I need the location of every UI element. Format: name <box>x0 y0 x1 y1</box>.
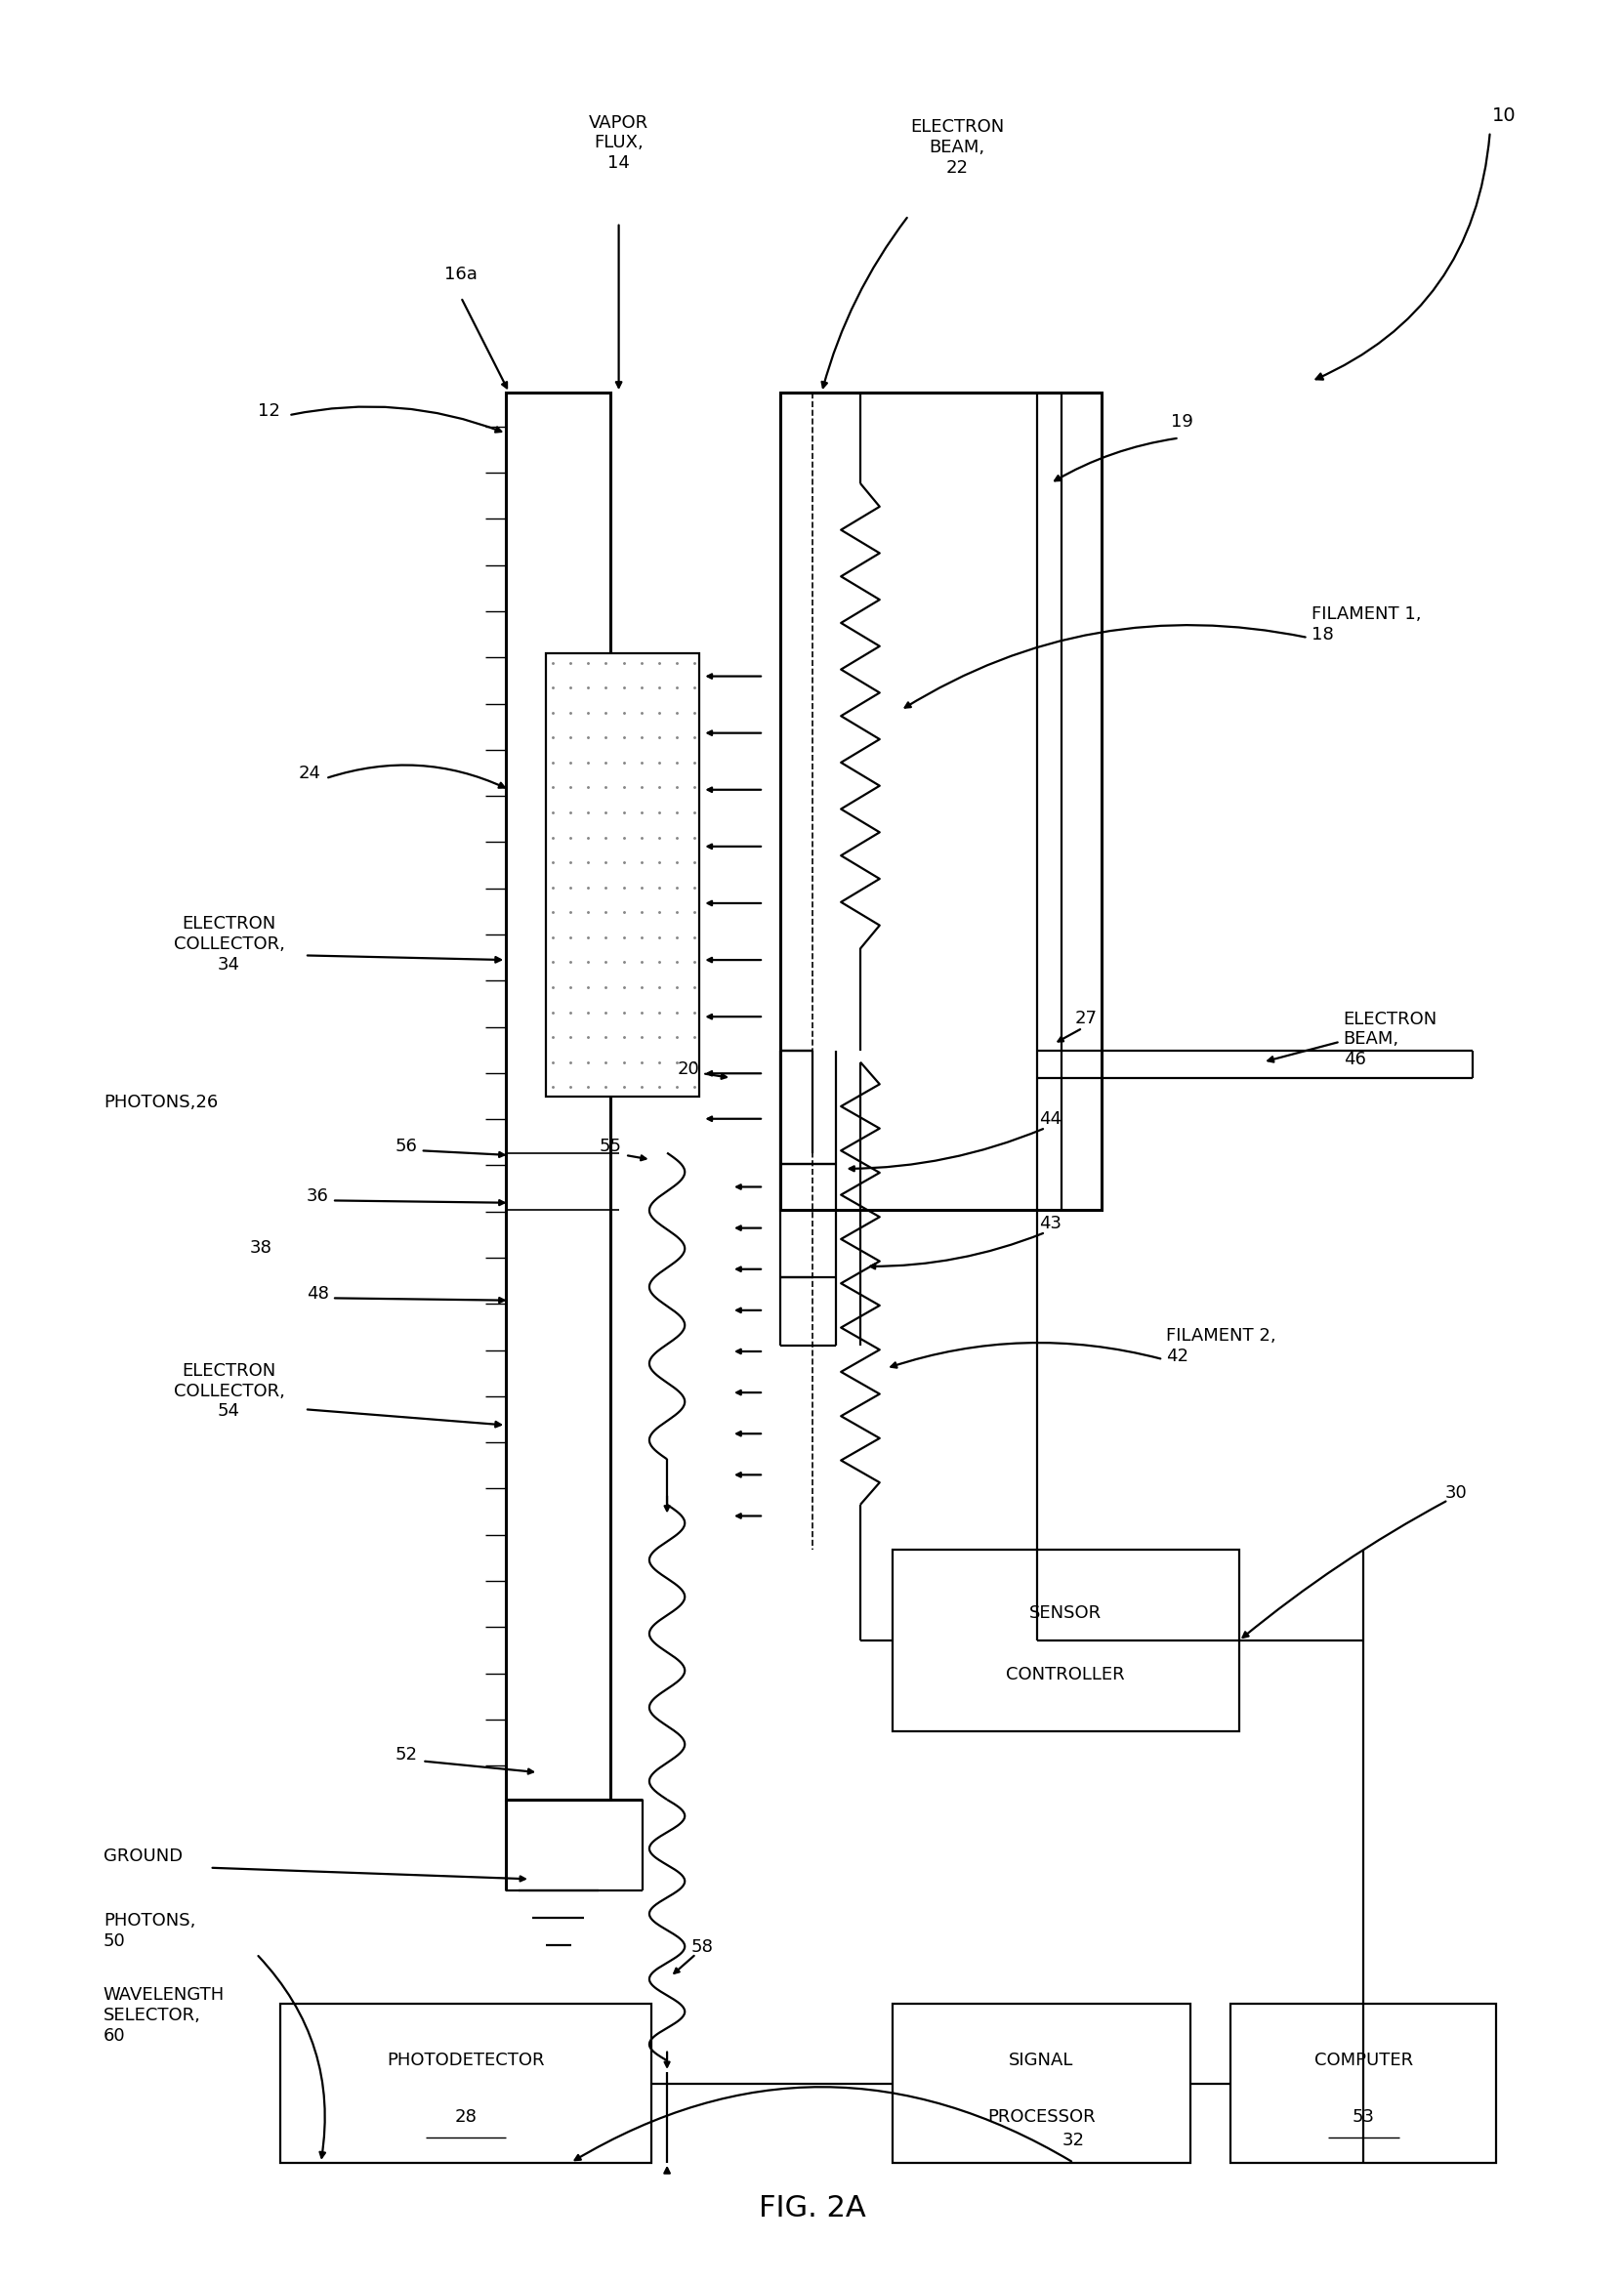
Text: 52: 52 <box>395 1746 417 1762</box>
Text: 20: 20 <box>677 1059 700 1078</box>
Text: WAVELENGTH
SELECTOR,
60: WAVELENGTH SELECTOR, 60 <box>104 1986 224 2043</box>
Text: 44: 44 <box>1039 1110 1062 1128</box>
Text: 30: 30 <box>1445 1484 1466 1502</box>
Text: 28: 28 <box>455 2109 477 2125</box>
Text: 32: 32 <box>1062 2132 1085 2148</box>
Text: SENSOR: SENSOR <box>1030 1605 1101 1623</box>
Bar <box>281 2004 651 2162</box>
Text: VAPOR
FLUX,
14: VAPOR FLUX, 14 <box>590 114 648 171</box>
Text: 19: 19 <box>1171 413 1194 431</box>
Bar <box>507 393 611 1799</box>
Text: 43: 43 <box>1039 1215 1062 1233</box>
Text: ELECTRON
BEAM,
22: ELECTRON BEAM, 22 <box>909 119 1004 176</box>
Text: PHOTODETECTOR: PHOTODETECTOR <box>387 2052 544 2068</box>
Text: GROUND: GROUND <box>104 1847 182 1865</box>
Text: 58: 58 <box>692 1938 713 1957</box>
Text: FILAMENT 2,
42: FILAMENT 2, 42 <box>1166 1326 1276 1365</box>
Bar <box>780 393 1101 1210</box>
Bar <box>546 653 700 1096</box>
Bar <box>893 2004 1190 2162</box>
Text: CONTROLLER: CONTROLLER <box>1007 1667 1125 1683</box>
Text: 10: 10 <box>1492 107 1517 126</box>
Text: 27: 27 <box>1075 1009 1096 1027</box>
Text: ELECTRON
COLLECTOR,
34: ELECTRON COLLECTOR, 34 <box>174 915 284 973</box>
Text: 55: 55 <box>599 1137 622 1155</box>
Text: ELECTRON
COLLECTOR,
54: ELECTRON COLLECTOR, 54 <box>174 1363 284 1420</box>
Text: 12: 12 <box>258 402 281 420</box>
Text: 38: 38 <box>250 1240 273 1258</box>
Text: 36: 36 <box>307 1187 330 1205</box>
Text: PHOTONS,26: PHOTONS,26 <box>104 1094 218 1112</box>
Text: FIG. 2A: FIG. 2A <box>758 2194 866 2221</box>
Text: 56: 56 <box>395 1137 417 1155</box>
Text: PROCESSOR: PROCESSOR <box>987 2109 1096 2125</box>
Text: 53: 53 <box>1353 2109 1376 2125</box>
Text: ELECTRON
BEAM,
46: ELECTRON BEAM, 46 <box>1343 1011 1437 1068</box>
Text: SIGNAL: SIGNAL <box>1009 2052 1073 2068</box>
Bar <box>1231 2004 1496 2162</box>
Text: PHOTONS,
50: PHOTONS, 50 <box>104 1913 195 1950</box>
Text: 24: 24 <box>299 765 322 783</box>
Text: COMPUTER: COMPUTER <box>1314 2052 1413 2068</box>
Text: FILAMENT 1,
18: FILAMENT 1, 18 <box>1311 605 1421 644</box>
Text: 48: 48 <box>307 1285 330 1301</box>
Bar <box>893 1550 1239 1731</box>
Text: 16a: 16a <box>445 265 477 283</box>
